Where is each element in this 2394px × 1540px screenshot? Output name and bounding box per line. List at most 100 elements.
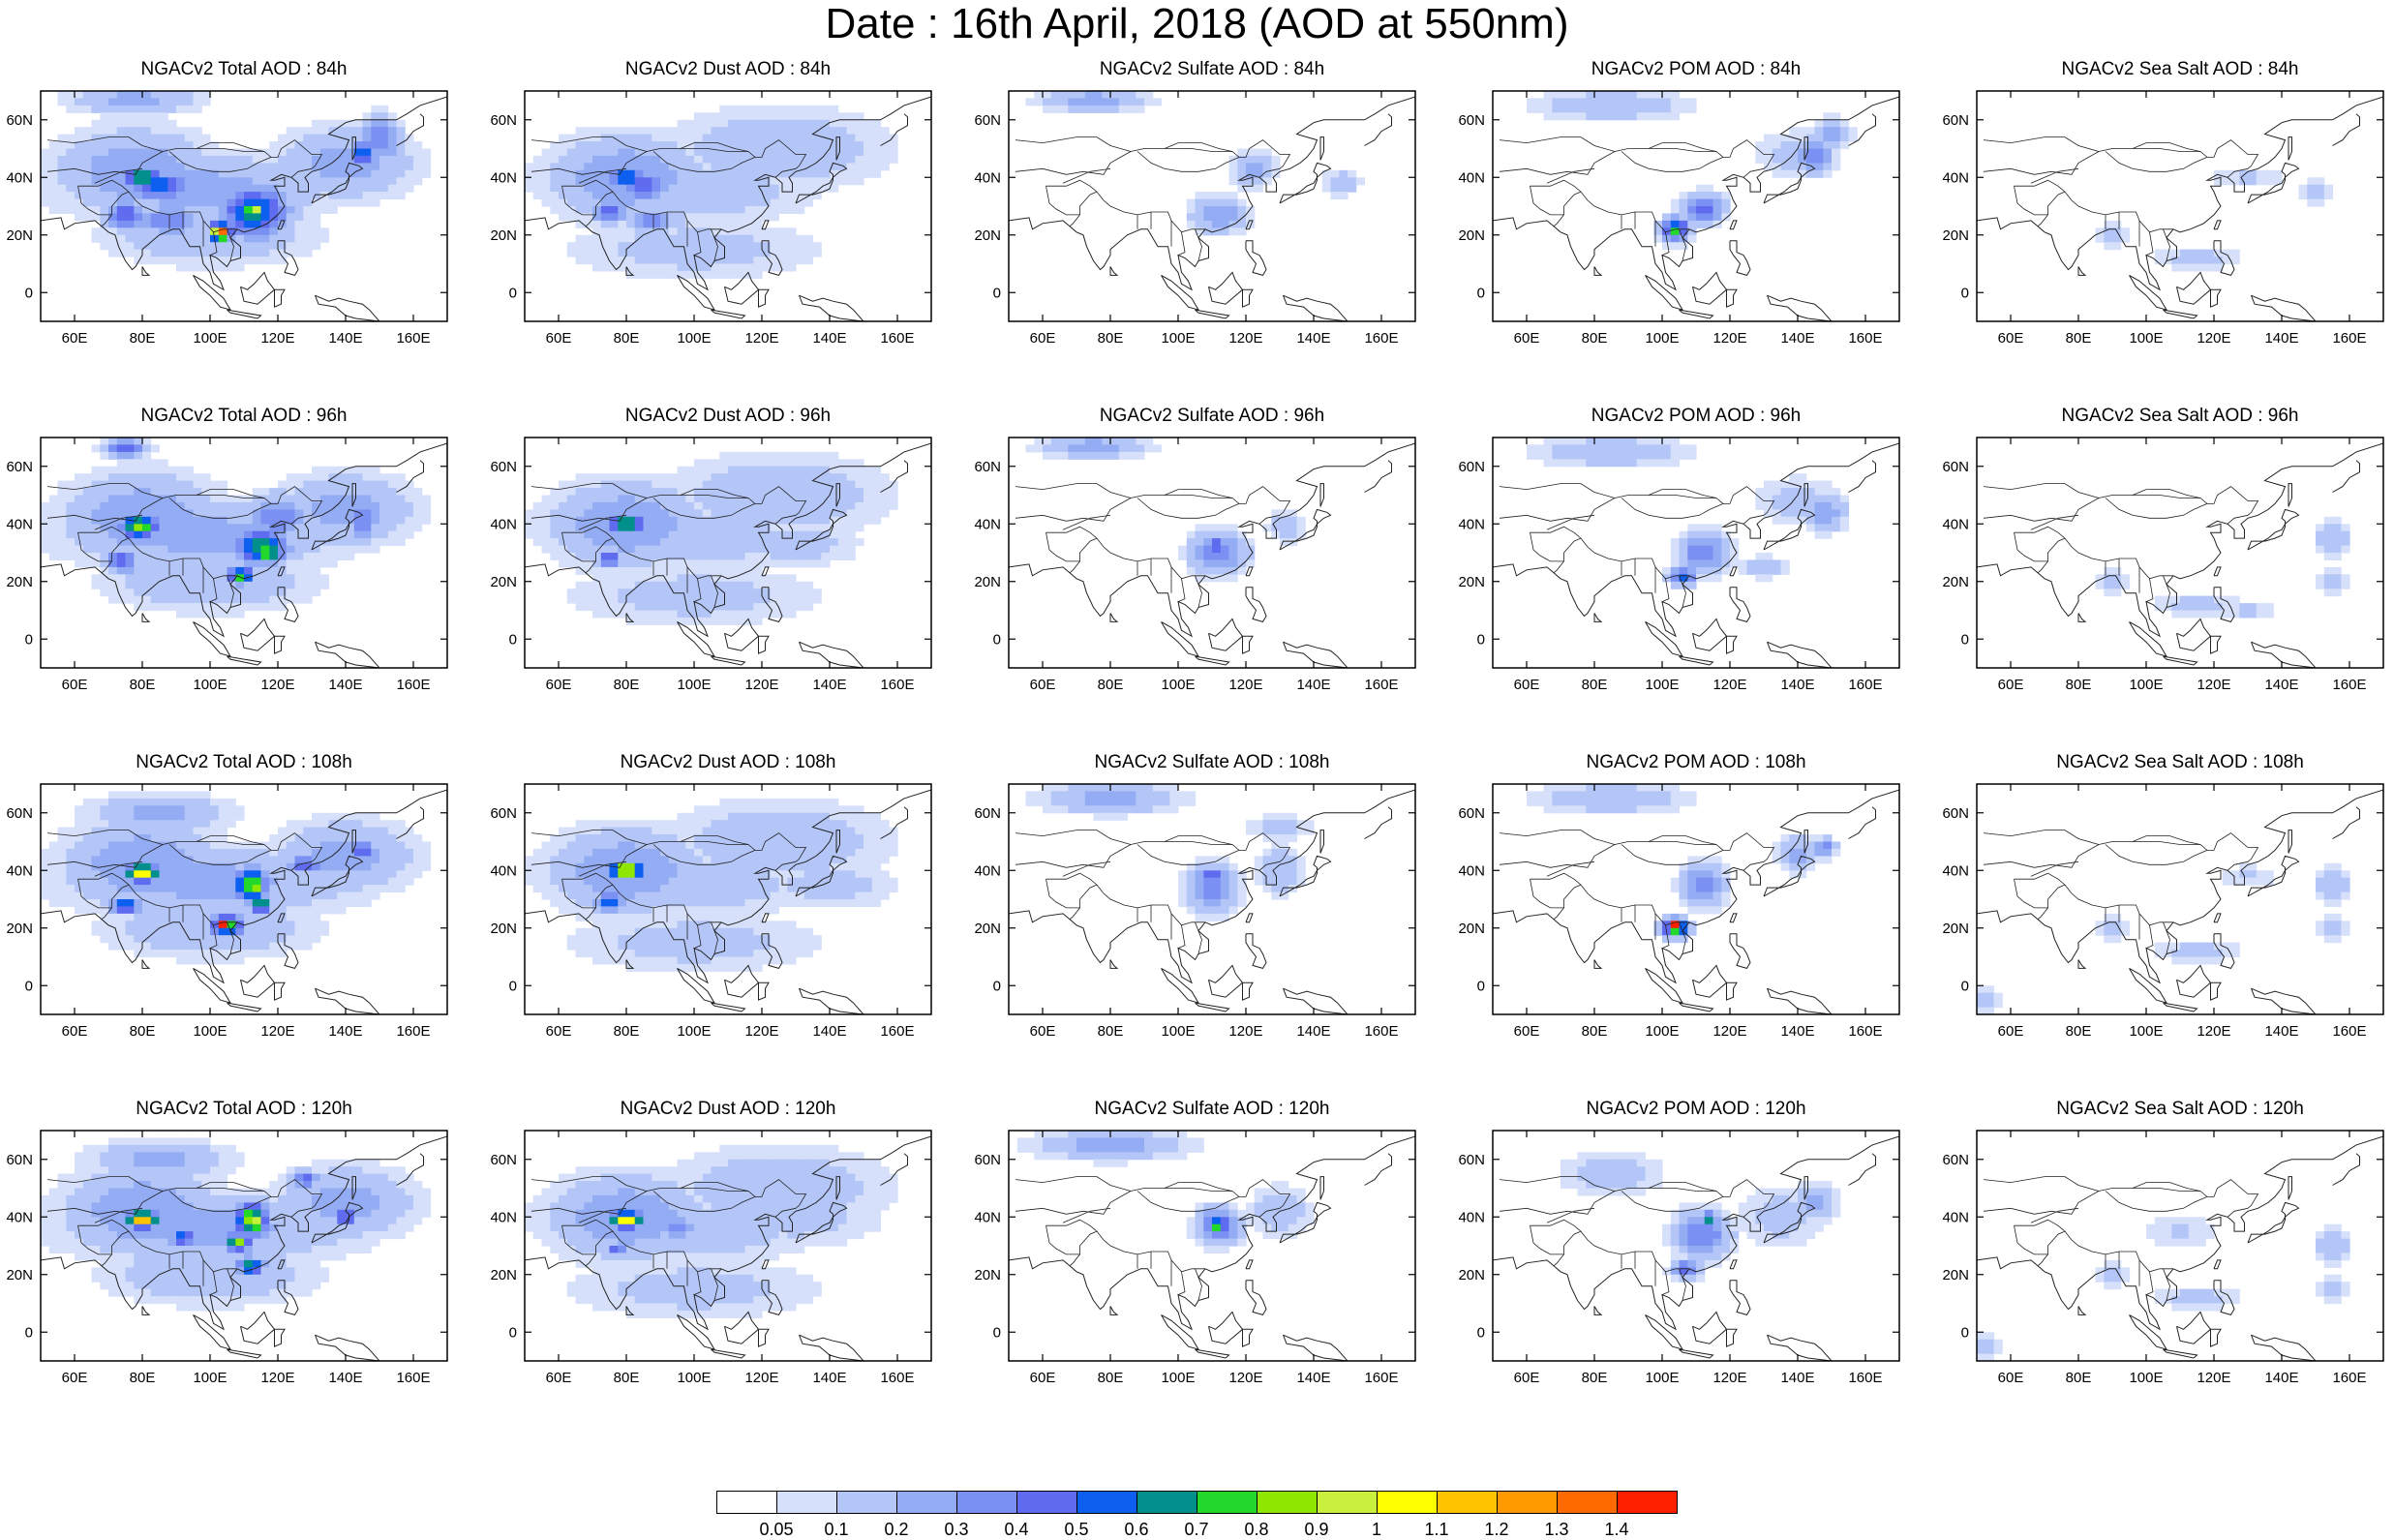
- aod-cell: [804, 481, 813, 489]
- aod-cell: [592, 567, 601, 575]
- x-tick-label: 100E: [1161, 677, 1195, 693]
- aod-cell: [660, 538, 669, 546]
- aod-cell: [167, 856, 176, 863]
- aod-cell: [635, 611, 644, 619]
- aod-cell: [669, 127, 678, 135]
- aod-cell: [601, 553, 610, 560]
- aod-cell: [753, 242, 762, 250]
- aod-cell: [100, 141, 108, 149]
- aod-cell: [753, 141, 762, 149]
- aod-cell: [644, 481, 652, 489]
- aod-cell: [618, 538, 626, 546]
- aod-cell: [108, 892, 117, 900]
- aod-cell: [728, 271, 737, 279]
- aod-cell: [126, 206, 135, 214]
- aod-cell: [269, 603, 278, 611]
- aod-cell: [151, 192, 160, 199]
- aod-cell: [160, 156, 168, 164]
- aod-cell: [108, 820, 117, 828]
- aod-cell: [219, 856, 227, 863]
- aod-cell: [49, 496, 58, 503]
- aod-cell: [134, 106, 142, 113]
- aod-cell: [1696, 567, 1705, 575]
- aod-cell: [126, 141, 135, 149]
- aod-cell: [329, 813, 338, 821]
- aod-cell: [1203, 199, 1212, 207]
- aod-cell: [626, 509, 635, 517]
- aod-cell: [185, 227, 194, 235]
- aod-cell: [303, 538, 312, 546]
- aod-cell: [542, 502, 551, 510]
- aod-cell: [176, 185, 185, 193]
- aod-cell: [100, 870, 108, 878]
- aod-cell: [160, 567, 168, 575]
- aod-cell: [847, 112, 856, 120]
- aod-cell: [804, 524, 813, 531]
- aod-cell: [160, 799, 168, 806]
- aod-cell: [235, 524, 244, 531]
- aod-cell: [142, 467, 151, 474]
- aod-cell: [1680, 98, 1688, 106]
- aod-cell: [787, 156, 796, 164]
- x-tick-label: 100E: [1161, 330, 1195, 347]
- aod-cell: [779, 559, 788, 567]
- aod-cell: [1705, 546, 1713, 554]
- coastline: [2333, 114, 2360, 146]
- aod-cell: [92, 899, 101, 907]
- aod-cell: [1527, 452, 1535, 460]
- aod-cell: [134, 799, 142, 806]
- aod-cell: [1823, 149, 1832, 157]
- aod-cell: [261, 596, 270, 604]
- aod-cell: [100, 127, 108, 135]
- aod-cell: [1271, 517, 1280, 525]
- aod-cell: [728, 170, 737, 178]
- aod-cell: [303, 863, 312, 871]
- aod-cell: [117, 141, 126, 149]
- aod-cell: [219, 805, 227, 813]
- aod-cell: [117, 438, 126, 445]
- aod-cell: [1815, 509, 1824, 517]
- aod-cell: [117, 481, 126, 489]
- aod-cell: [592, 257, 601, 264]
- aod-cell: [669, 611, 678, 619]
- aod-cell: [1348, 177, 1356, 185]
- aod-cell: [176, 481, 185, 489]
- aod-cell: [371, 842, 379, 850]
- aod-cell: [108, 467, 117, 474]
- aod-cell: [1764, 502, 1773, 510]
- aod-cell: [422, 163, 431, 170]
- aod-cell: [1085, 452, 1094, 460]
- aod-cell: [1178, 546, 1187, 554]
- aod-cell: [1671, 112, 1680, 120]
- aod-cell: [295, 509, 304, 517]
- aod-cell: [66, 177, 75, 185]
- aod-cell: [592, 553, 601, 560]
- aod-cell: [422, 156, 431, 164]
- aod-cell: [838, 531, 847, 539]
- aod-cell: [303, 531, 312, 539]
- aod-cell: [1612, 459, 1621, 467]
- aod-cell: [2324, 574, 2333, 582]
- aod-cell: [194, 791, 202, 799]
- aod-cell: [550, 170, 559, 178]
- aod-cell: [694, 221, 703, 228]
- aod-cell: [584, 250, 592, 257]
- aod-cell: [371, 502, 379, 510]
- aod-cell: [201, 553, 210, 560]
- aod-cell: [601, 473, 610, 481]
- aod-cell: [626, 559, 635, 567]
- aod-cell: [559, 135, 567, 142]
- aod-cell: [413, 496, 422, 503]
- aod-cell: [151, 856, 160, 863]
- aod-cell: [210, 221, 219, 228]
- aod-cell: [75, 149, 83, 157]
- aod-cell: [167, 135, 176, 142]
- aod-cell: [354, 156, 363, 164]
- aod-cell: [830, 546, 838, 554]
- aod-cell: [728, 496, 737, 503]
- aod-cell: [422, 509, 431, 517]
- x-tick-label: 120E: [1712, 677, 1746, 693]
- aod-cell: [312, 192, 320, 199]
- country-border: [1649, 143, 1716, 152]
